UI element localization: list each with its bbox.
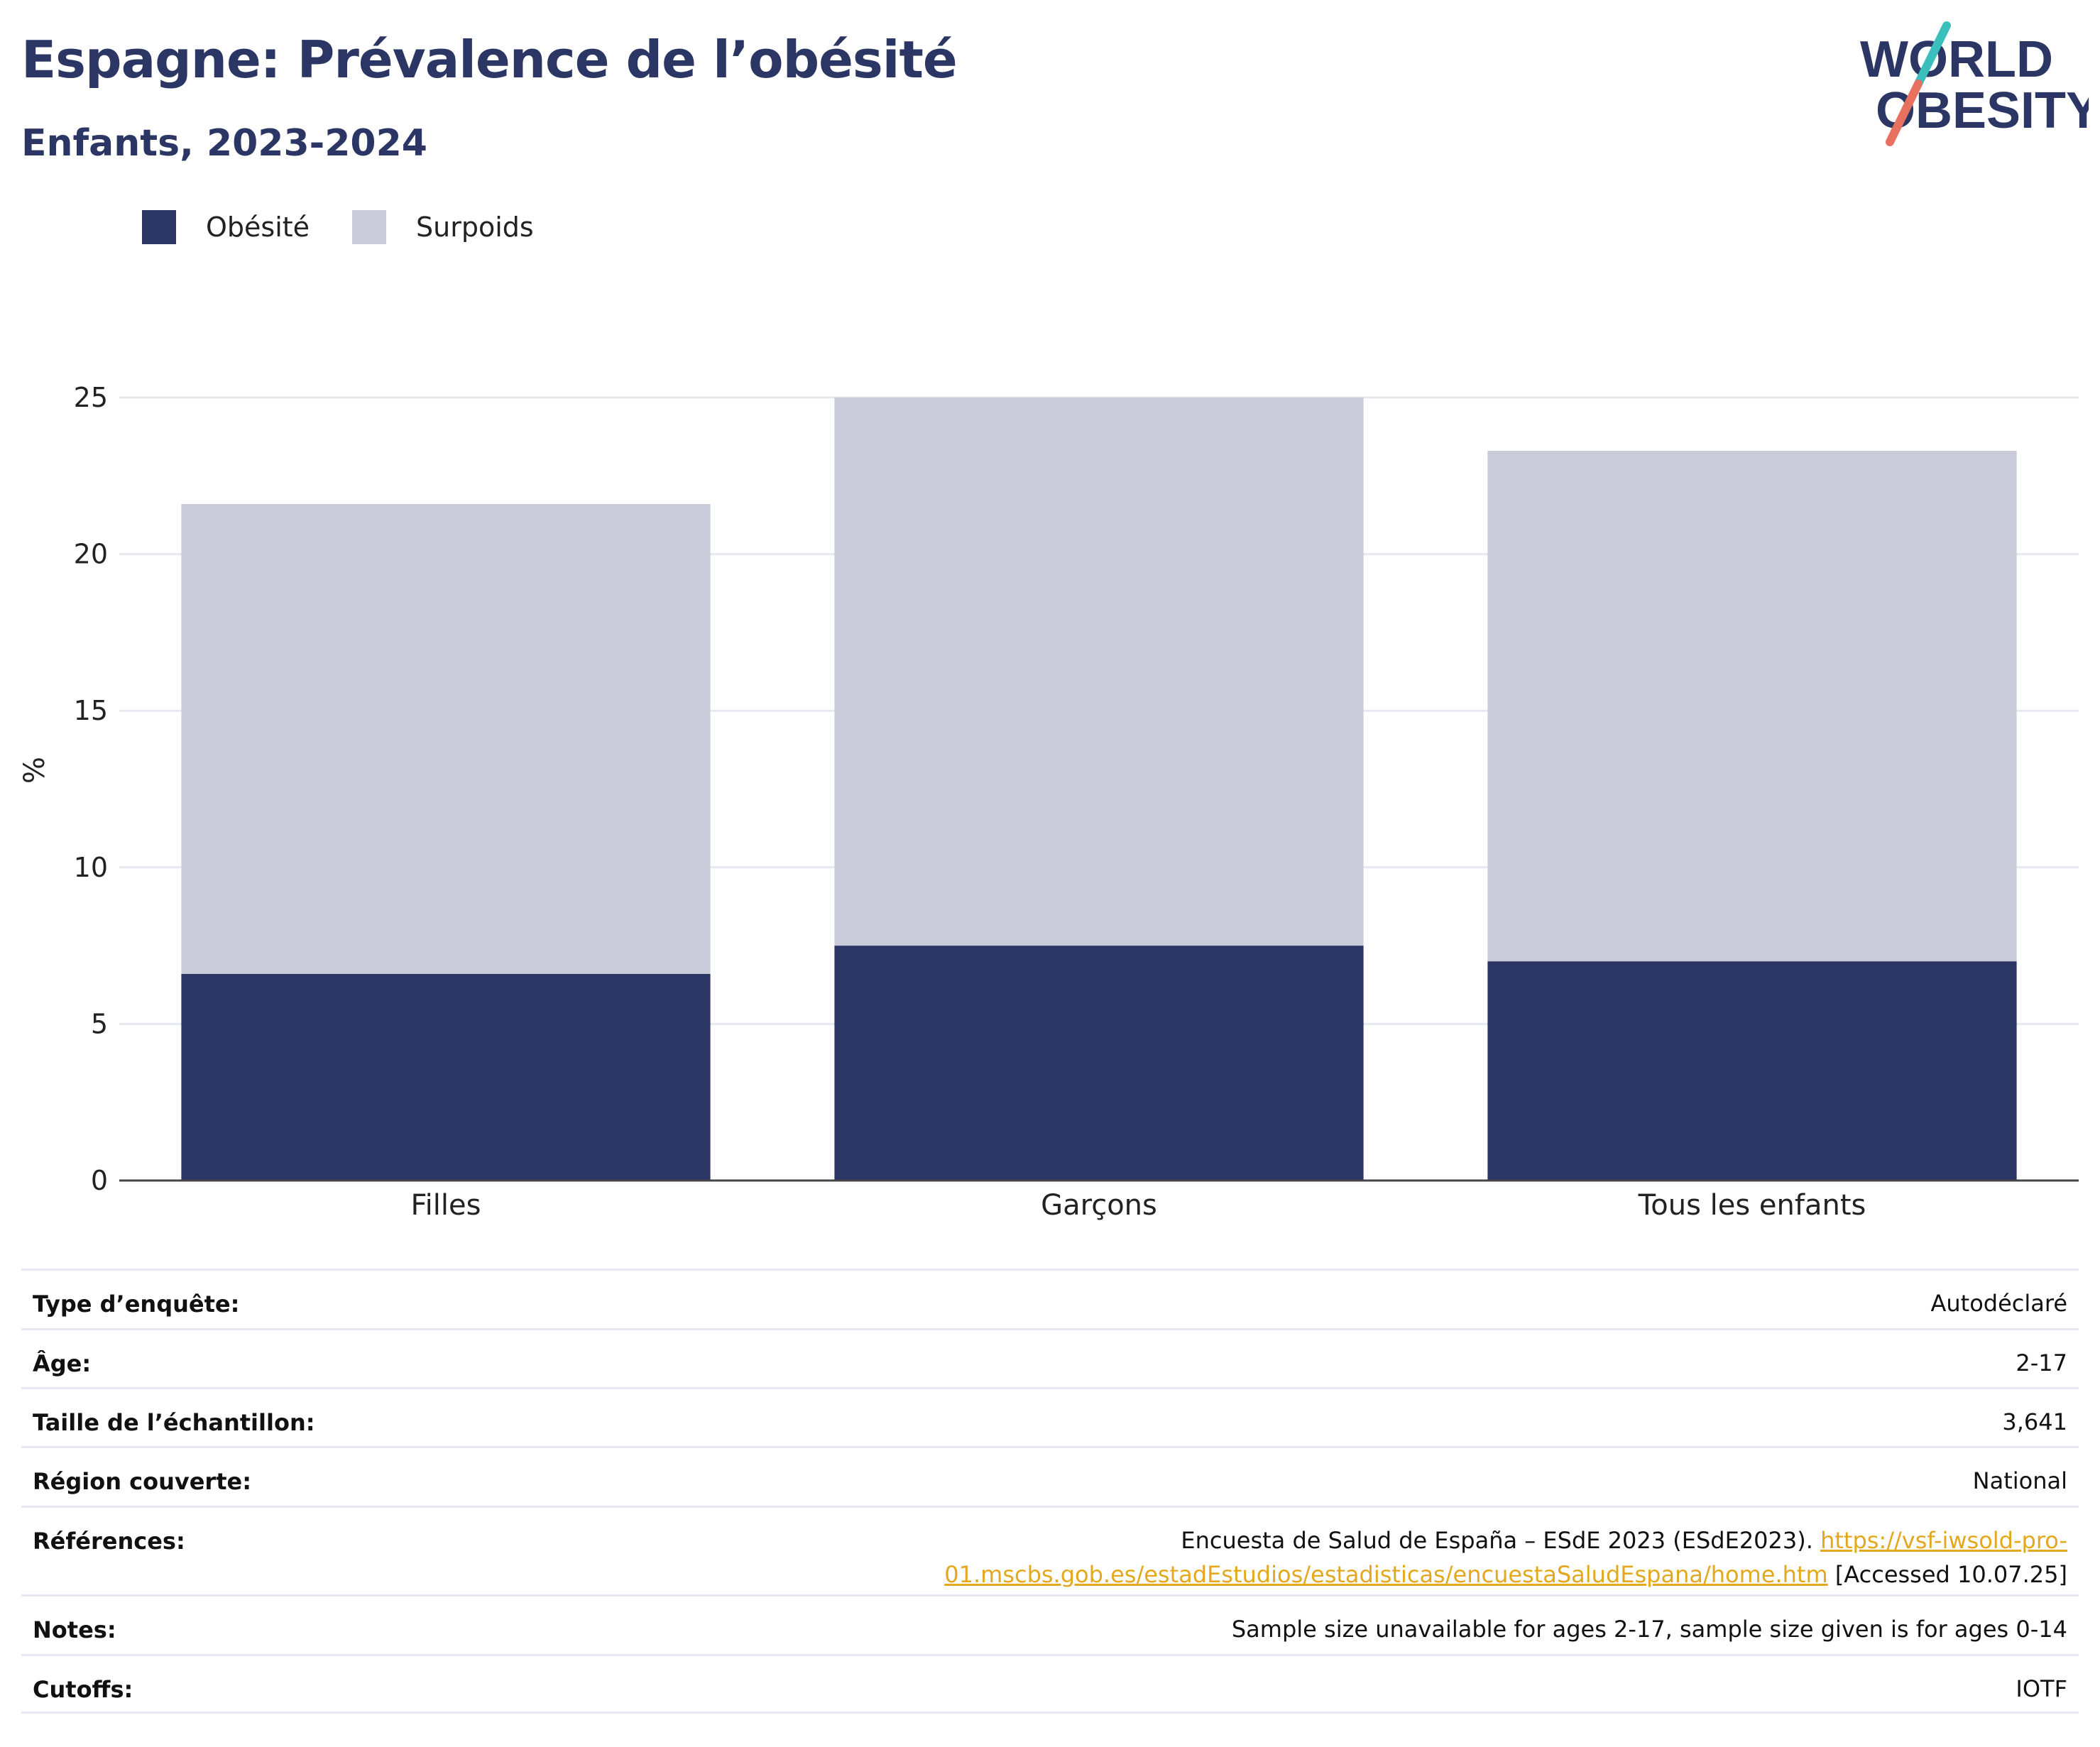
info-value-sample-size: 3,641 xyxy=(2002,1408,2067,1435)
info-row-survey-type: Type d’enquête: Autodéclaré xyxy=(21,1269,2079,1328)
reference-link-part2[interactable]: 01.mscbs.gob.es/estadEstudios/estadistic… xyxy=(944,1561,1828,1588)
legend-item-overweight[interactable]: Surpoids xyxy=(352,210,534,244)
info-row-region: Région couverte: National xyxy=(21,1446,2079,1506)
y-axis-label: % xyxy=(18,757,51,784)
info-label-references: Références: xyxy=(33,1528,185,1555)
y-tick-label: 5 xyxy=(91,1008,108,1039)
x-tick-label: Garçons xyxy=(1041,1189,1157,1222)
bar-obesity xyxy=(181,973,711,1181)
legend-swatch-overweight xyxy=(352,210,387,244)
info-label-notes: Notes: xyxy=(33,1616,116,1643)
chart-subtitle: Enfants, 2023-2024 xyxy=(21,122,427,165)
info-label-region: Région couverte: xyxy=(33,1468,251,1495)
world-obesity-logo: WORLD OBESITY xyxy=(1860,21,2089,146)
info-row-references: Références: Encuesta de Salud de España … xyxy=(21,1506,2079,1594)
info-value-region: National xyxy=(1972,1467,2067,1494)
bar-overweight xyxy=(834,398,1364,946)
bar-obesity xyxy=(1487,961,2017,1181)
y-tick-label: 25 xyxy=(74,382,108,413)
legend-label-overweight: Surpoids xyxy=(416,212,534,243)
info-value-survey-type: Autodéclaré xyxy=(1930,1290,2067,1317)
reference-accessed: [Accessed 10.07.25] xyxy=(1827,1561,2067,1588)
info-row-sample-size: Taille de l’échantillon: 3,641 xyxy=(21,1387,2079,1446)
y-tick-label: 0 xyxy=(91,1165,108,1196)
legend: Obésité Surpoids xyxy=(142,210,576,244)
logo-slash-teal xyxy=(1914,21,1951,88)
y-tick-label: 10 xyxy=(74,852,108,883)
reference-link-part1[interactable]: https://vsf-iwsold-pro- xyxy=(1820,1527,2067,1554)
y-tick-label: 15 xyxy=(74,695,108,726)
x-tick-label: Filles xyxy=(411,1189,481,1222)
info-label-sample-size: Taille de l’échantillon: xyxy=(33,1409,315,1436)
info-value-references: Encuesta de Salud de España – ESdE 2023 … xyxy=(944,1523,2067,1592)
legend-swatch-obesity xyxy=(142,210,176,244)
legend-item-obesity[interactable]: Obésité xyxy=(142,210,310,244)
bar-overweight xyxy=(181,504,711,974)
reference-text: Encuesta de Salud de España – ESdE 2023 … xyxy=(1181,1527,1821,1554)
info-row-cutoffs: Cutoffs: IOTF xyxy=(21,1654,2079,1714)
info-value-age: 2-17 xyxy=(2016,1349,2067,1376)
chart-title: Espagne: Prévalence de l’obésité xyxy=(21,30,958,89)
x-tick-label: Tous les enfants xyxy=(1638,1189,1866,1222)
legend-label-obesity: Obésité xyxy=(206,212,310,243)
info-value-notes: Sample size unavailable for ages 2-17, s… xyxy=(1231,1616,2067,1643)
logo-line1: WORLD xyxy=(1860,31,2053,88)
bar-obesity xyxy=(834,946,1364,1181)
info-label-cutoffs: Cutoffs: xyxy=(33,1676,133,1703)
info-row-age: Âge: 2-17 xyxy=(21,1328,2079,1387)
info-label-survey-type: Type d’enquête: xyxy=(33,1291,240,1318)
stacked-bar-chart: 0 5 10 15 20 25% Filles Garçons Tous les enfants xyxy=(18,382,2079,1222)
logo-slash-coral xyxy=(1886,80,1923,146)
info-value-cutoffs: IOTF xyxy=(2016,1675,2067,1702)
info-label-age: Âge: xyxy=(33,1350,92,1377)
y-tick-label: 20 xyxy=(74,539,108,570)
bar-overweight xyxy=(1487,451,2017,962)
info-row-notes: Notes: Sample size unavailable for ages … xyxy=(21,1594,2079,1654)
info-table: Type d’enquête: Autodéclaré Âge: 2-17 Ta… xyxy=(21,1269,2079,1714)
